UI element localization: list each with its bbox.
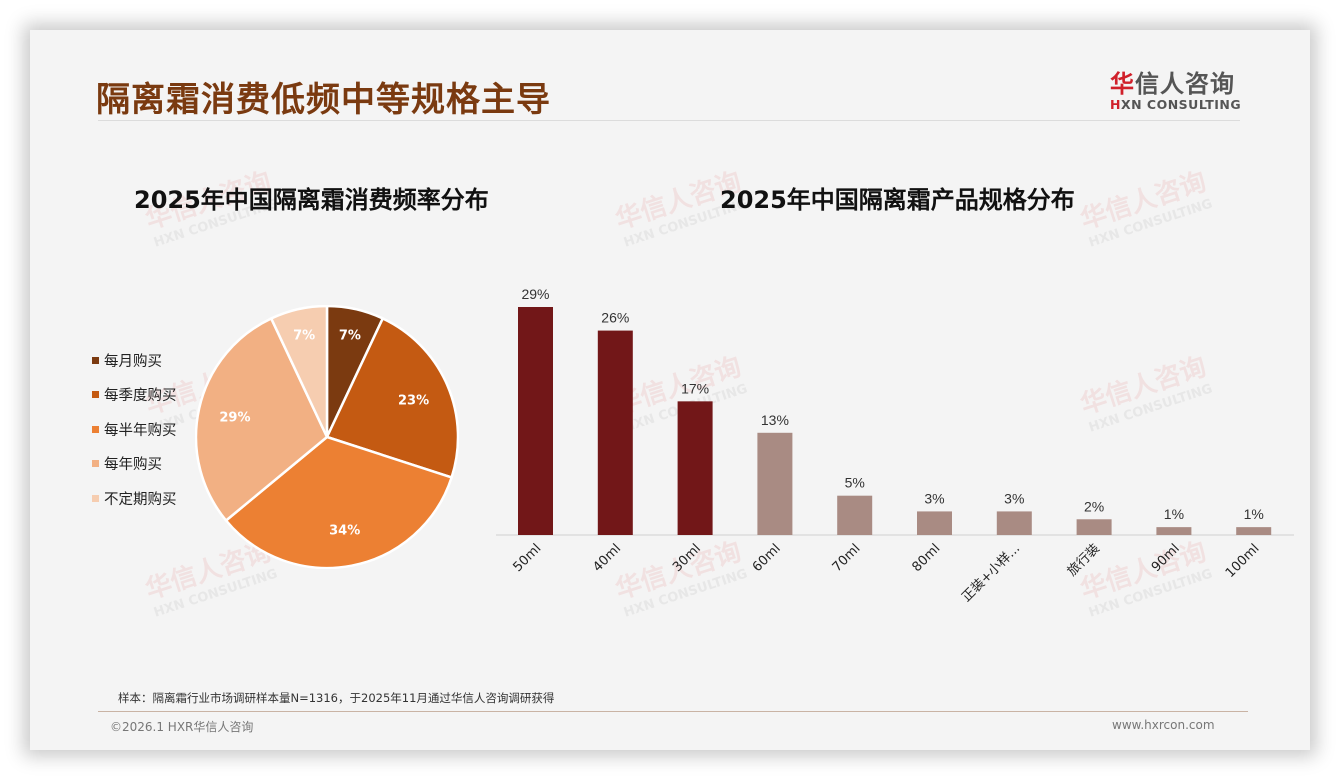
bar-value-label: 26% <box>601 310 629 326</box>
legend-swatch <box>92 494 99 502</box>
pie-slice <box>224 435 454 569</box>
pie-label: 34% <box>329 524 360 539</box>
pie-legend: 每月购买每季度购买每半年购买每年购买不定期购买 <box>92 343 177 516</box>
legend-label: 每半年购买 <box>104 422 177 439</box>
copyright: ©2026.1 HXR华信人咨询 <box>110 720 254 734</box>
bar <box>837 495 873 535</box>
bar <box>996 511 1032 535</box>
x-tick-label: 正装+小样... <box>959 541 1023 605</box>
x-tick-label: 40ml <box>590 541 624 575</box>
x-tick-label: 70ml <box>830 541 864 575</box>
bar-chart: 29% 50ml 26% 40ml 17% 30ml 13% 60ml 5% 70ml 3% 80ml… <box>496 286 1294 605</box>
bar-value-label: 5% <box>845 475 865 491</box>
pie-label: 7% <box>293 329 315 344</box>
bar-value-label: 3% <box>1004 490 1024 506</box>
bar <box>757 432 793 535</box>
sample-note: 样本：隔离霜行业市场调研样本量N=1316，于2025年11月通过华信人咨询调研… <box>118 691 555 705</box>
pie-slice <box>325 316 459 480</box>
legend-item: 不定期购买 <box>92 481 177 516</box>
bar <box>677 401 713 535</box>
slide: 华信人咨询 HXN CONSULTING 华信人咨询 HXN CONSULTING … <box>30 30 1310 750</box>
bar <box>597 330 633 535</box>
legend-swatch <box>92 391 99 399</box>
x-tick-label: 100ml <box>1223 541 1263 581</box>
bar-value-label: 29% <box>521 286 549 302</box>
legend-label: 每年购买 <box>104 457 162 474</box>
website-link: www.hxrcon.com <box>1112 718 1215 732</box>
bar-value-label: 17% <box>681 380 709 396</box>
pie-label: 23% <box>398 394 429 409</box>
legend-swatch <box>92 460 99 468</box>
pie-label: 7% <box>339 329 361 344</box>
legend-swatch <box>92 425 99 433</box>
legend-label: 不定期购买 <box>104 491 177 508</box>
x-tick-label: 50ml <box>511 541 545 575</box>
x-tick-label: 旅行装 <box>1065 541 1103 579</box>
x-tick-label: 90ml <box>1149 541 1183 575</box>
legend-label: 每月购买 <box>104 353 162 370</box>
legend-item: 每年购买 <box>92 447 177 482</box>
pie-chart-title: 2025年中国隔离霜消费频率分布 <box>134 186 489 214</box>
x-tick-label: 30ml <box>670 541 704 575</box>
title-divider <box>98 120 1240 121</box>
bar-value-label: 2% <box>1084 498 1104 514</box>
bar-value-label: 13% <box>761 412 789 428</box>
legend-swatch <box>92 356 99 364</box>
page-title: 隔离霜消费低频中等规格主导 <box>96 80 551 120</box>
x-tick-label: 80ml <box>910 541 944 575</box>
company-logo: 华信人咨询 HXN CONSULTING <box>1110 70 1242 112</box>
bar-value-label: 1% <box>1244 506 1264 522</box>
x-tick-label: 60ml <box>750 541 784 575</box>
bar-value-label: 1% <box>1164 506 1184 522</box>
bar <box>1156 527 1192 535</box>
legend-item: 每月购买 <box>92 343 177 378</box>
bar-chart-title: 2025年中国隔离霜产品规格分布 <box>720 186 1075 214</box>
bar <box>1236 527 1272 535</box>
pie-slice <box>269 305 329 438</box>
pie-chart: 7% 23% 34% 29% 7% <box>195 305 459 569</box>
legend-item: 每半年购买 <box>92 412 177 447</box>
bar <box>1076 519 1112 535</box>
legend-item: 每季度购买 <box>92 378 177 413</box>
bar <box>917 511 952 535</box>
bar-value-label: 3% <box>924 490 944 506</box>
footer-divider <box>98 711 1248 712</box>
bar <box>518 307 553 535</box>
legend-label: 每季度购买 <box>104 388 177 405</box>
pie-label: 29% <box>219 410 250 425</box>
